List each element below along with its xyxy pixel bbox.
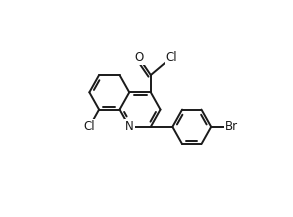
Text: Br: Br: [225, 120, 238, 133]
Text: O: O: [134, 51, 144, 64]
Text: Cl: Cl: [166, 51, 177, 64]
Text: Cl: Cl: [84, 120, 95, 133]
Text: N: N: [125, 120, 134, 133]
